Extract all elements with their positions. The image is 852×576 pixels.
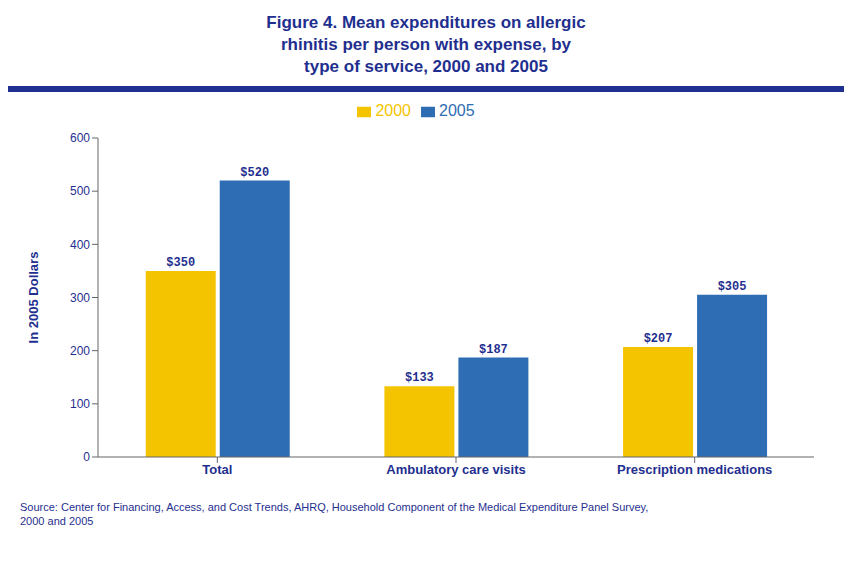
svg-text:In 2005 Dollars: In 2005 Dollars bbox=[26, 252, 41, 344]
svg-text:$305: $305 bbox=[718, 280, 747, 294]
svg-text:$187: $187 bbox=[479, 343, 508, 357]
svg-text:100: 100 bbox=[70, 397, 90, 411]
svg-text:500: 500 bbox=[70, 184, 90, 198]
svg-text:Total: Total bbox=[202, 462, 232, 477]
svg-text:200: 200 bbox=[70, 344, 90, 358]
html-text:rhinitis per person with expen: rhinitis per person with expense, by bbox=[281, 35, 571, 54]
svg-text:$207: $207 bbox=[644, 332, 673, 346]
html-text:Source: Center for Financing,: Source: Center for Financing, Access, an… bbox=[20, 501, 649, 513]
html-text:2000: 2000 bbox=[375, 102, 411, 119]
svg-text:400: 400 bbox=[70, 238, 90, 252]
html-text:2005: 2005 bbox=[439, 102, 475, 119]
html-text:type of service, 2000 and 2005: type of service, 2000 and 2005 bbox=[304, 57, 548, 76]
svg-text:300: 300 bbox=[70, 291, 90, 305]
svg-text:0: 0 bbox=[83, 450, 90, 464]
svg-text:$520: $520 bbox=[240, 166, 269, 180]
svg-text:600: 600 bbox=[70, 131, 90, 145]
svg-text:Ambulatory care visits: Ambulatory care visits bbox=[386, 462, 525, 477]
svg-text:$350: $350 bbox=[166, 256, 195, 270]
svg-text:$133: $133 bbox=[405, 371, 434, 385]
html-text:2000 and 2005: 2000 and 2005 bbox=[20, 515, 94, 527]
svg-text:Prescription medications: Prescription medications bbox=[617, 462, 772, 477]
html-text:Figure 4. Mean expenditures on: Figure 4. Mean expenditures on allergic bbox=[266, 13, 586, 32]
